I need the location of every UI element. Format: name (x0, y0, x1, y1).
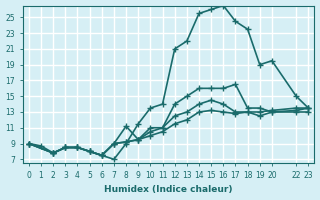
X-axis label: Humidex (Indice chaleur): Humidex (Indice chaleur) (104, 185, 233, 194)
